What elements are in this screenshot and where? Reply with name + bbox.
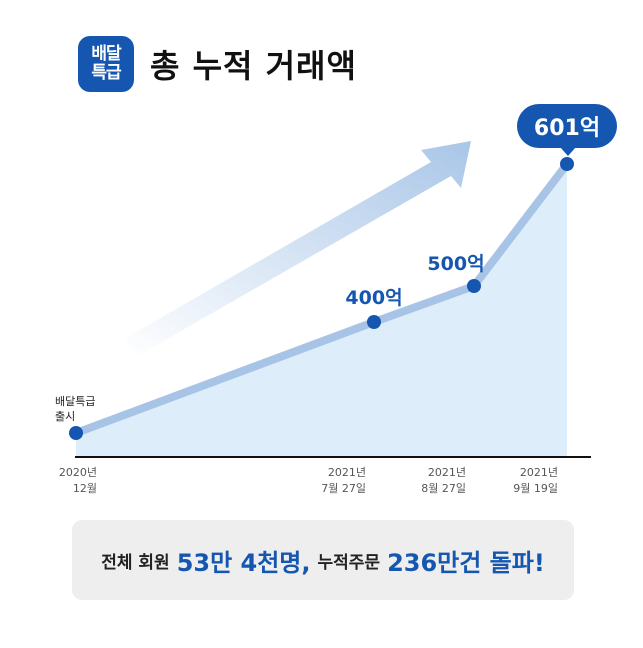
x-tick-label-1-1: 7월 27일 <box>321 481 366 495</box>
value-label-2: 500억 <box>427 253 484 275</box>
baedal-teukgeup-logo: 배달 특급 <box>78 36 134 92</box>
bubble-tail <box>560 147 576 156</box>
summary-banner: 전체 회원 53만 4천명, 누적주문 236만건 돌파! <box>72 520 574 600</box>
summary-members-label: 전체 회원 <box>101 552 170 573</box>
value-label-1: 400억 <box>345 287 402 309</box>
x-tick-label-3-0: 2021년 <box>520 466 558 479</box>
value-bubble-601: 601억 <box>517 104 617 148</box>
x-tick-label-2-1: 8월 27일 <box>421 481 466 495</box>
area-fill <box>76 164 567 456</box>
summary-members-value: 53만 4천명, <box>176 548 311 577</box>
page-title: 총 누적 거래액 <box>150 47 357 85</box>
x-tick-label-2-0: 2021년 <box>428 466 466 479</box>
launch-annotation-0: 배달특급 <box>55 395 95 408</box>
data-point-3 <box>560 157 574 171</box>
x-tick-label-1-0: 2021년 <box>328 466 366 479</box>
data-point-1 <box>367 315 381 329</box>
x-tick-label-0-0: 2020년 <box>59 466 97 479</box>
summary-orders-value: 236만건 돌파! <box>387 548 545 577</box>
logo-line-2: 특급 <box>91 63 121 83</box>
data-point-0 <box>69 426 83 440</box>
header: 배달 특급 총 누적 거래액 <box>78 36 357 92</box>
logo-line-1: 배달 <box>91 44 121 64</box>
x-tick-label-3-1: 9월 19일 <box>513 481 558 495</box>
x-tick-label-0-1: 12월 <box>73 482 97 495</box>
series-line <box>72 160 571 437</box>
growth-arrow <box>126 141 471 358</box>
data-point-2 <box>467 279 481 293</box>
summary-orders-label: 누적주문 <box>317 552 381 573</box>
bubble-label: 601억 <box>533 116 601 141</box>
launch-annotation-1: 출시 <box>55 410 75 423</box>
